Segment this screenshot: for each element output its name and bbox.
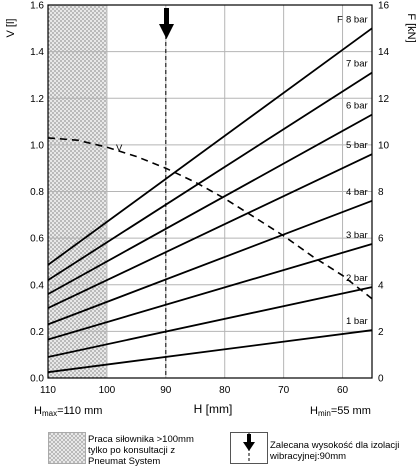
series-label-8-bar: 8 bar — [346, 14, 368, 25]
series-lines — [47, 27, 373, 374]
series-line-v — [47, 137, 373, 300]
series-line-1-bar — [47, 329, 373, 374]
force-prefix-label: F — [337, 14, 343, 25]
series-label-3-bar: 3 bar — [346, 230, 368, 241]
arrow-legend-box — [230, 432, 268, 464]
y-right-tick-label: 10 — [378, 140, 390, 151]
series-label-6-bar: 6 bar — [346, 101, 368, 112]
y-left-tick-label: 1.0 — [30, 140, 44, 151]
hatch-legend-line-2: tylko po konsultacji z — [88, 445, 176, 456]
series-label-5-bar: 5 bar — [346, 140, 368, 151]
series-line-5-bar — [47, 153, 373, 309]
hatch-legend-line-1: Praca siłownika >100mm — [88, 434, 194, 445]
y-right-tick-label: 12 — [378, 94, 390, 105]
y-right-tick-label: 4 — [378, 280, 384, 291]
x-tick-label: 90 — [160, 385, 172, 396]
series-line-4-bar — [47, 199, 373, 326]
x-tick-label: 80 — [219, 385, 231, 396]
y-left-tick-label: 0.0 — [30, 374, 44, 385]
y-right-tick-label: 8 — [378, 187, 384, 198]
y-left-tick-label: 0.2 — [30, 327, 44, 338]
hatch-legend-text: Praca siłownika >100mm tylko po konsulta… — [88, 434, 194, 467]
series-label-4-bar: 4 bar — [346, 187, 368, 198]
curve-labels: 1 bar 2 bar 3 bar 4 bar 5 bar 6 bar 7 bar 8 bar… — [337, 14, 368, 327]
arrow-legend-line-2: wibracyjnej:90mm — [270, 451, 347, 462]
series-label-1-bar: 1 bar — [346, 316, 368, 327]
x-axis-title: H [mm] — [194, 402, 233, 416]
series-label-2-bar: 2 bar — [346, 273, 368, 284]
y-left-axis-title: V [l] — [5, 19, 17, 38]
y-right-tick-label: 0 — [378, 374, 384, 385]
series-line-7-bar — [47, 71, 373, 281]
recommended-height-arrow-icon — [159, 8, 174, 39]
x-tick-label: 100 — [99, 385, 116, 396]
hatch-legend-line-3: Pneumat System — [88, 456, 161, 467]
v-curve-label: V — [116, 143, 123, 154]
x-tick-label: 110 — [40, 385, 56, 396]
y-left-tick-label: 1.2 — [30, 94, 44, 105]
series-line-8-bar — [47, 27, 373, 266]
y-left-tick-label: 1.6 — [30, 1, 44, 12]
arrow-legend-line-1: Zalecana wysokość dla izolacji — [270, 440, 400, 451]
arrow-legend-text: Zalecana wysokość dla izolacji wibracyjn… — [270, 440, 399, 462]
y-right-tick-label: 2 — [378, 327, 384, 338]
hatch-legend-swatch — [48, 432, 86, 464]
y-right-tick-label: 16 — [378, 1, 390, 12]
series-label-7-bar: 7 bar — [346, 59, 368, 70]
h-min-label: Hmin=55 mm — [310, 405, 371, 418]
x-tick-label: 60 — [337, 385, 349, 396]
h-max-label: Hmax=110 mm — [34, 405, 103, 418]
plot-frame — [47, 4, 373, 379]
x-tick-label: 70 — [278, 385, 290, 396]
series-line-6-bar — [47, 113, 373, 295]
tick-labels: 0.0 0.2 0.4 0.6 0.8 1.0 1.2 1.4 1.6 0 2 4 6 8 10 12 14 16… — [30, 1, 389, 397]
y-right-tick-label: 14 — [378, 47, 390, 58]
y-right-tick-label: 6 — [378, 234, 384, 245]
y-left-tick-label: 0.6 — [30, 234, 44, 245]
y-left-tick-label: 0.8 — [30, 187, 44, 198]
y-left-tick-label: 1.4 — [30, 47, 44, 58]
y-right-axis-title: F [kN] — [405, 13, 417, 42]
series-line-2-bar — [47, 286, 373, 358]
y-left-tick-label: 0.4 — [30, 280, 44, 291]
chart: 0.0 0.2 0.4 0.6 0.8 1.0 1.2 1.4 1.6 0 2 4 6 8 10 12 14 16… — [5, 1, 417, 417]
